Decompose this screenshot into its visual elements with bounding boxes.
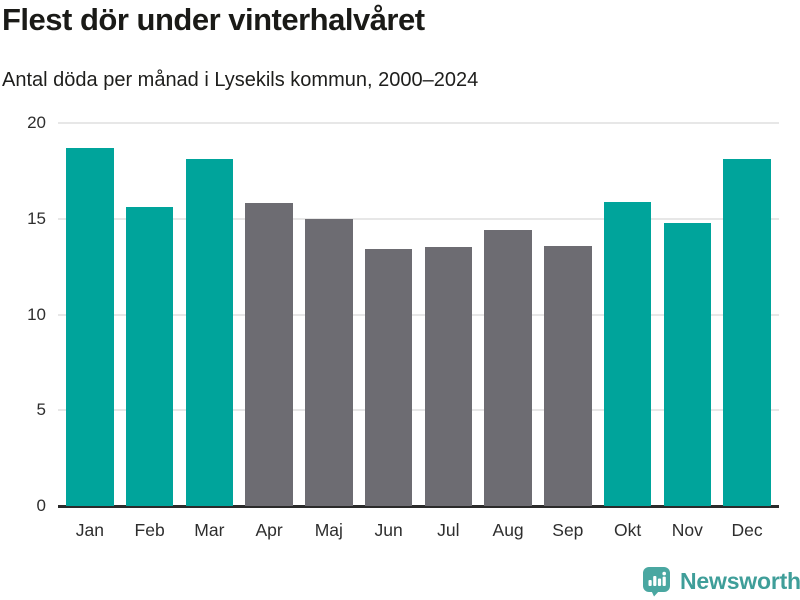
- chart-title: Flest dör under vinterhalvåret: [2, 2, 425, 37]
- x-tick-label-sep: Sep: [552, 520, 584, 540]
- gridline-y-10: [58, 314, 779, 316]
- x-tick-label-mar: Mar: [194, 520, 225, 540]
- x-tick-label-jun: Jun: [374, 520, 403, 540]
- x-tick-label-apr: Apr: [255, 520, 283, 540]
- gridline-y-5: [58, 409, 779, 411]
- x-tick-label-dec: Dec: [731, 520, 763, 540]
- bar-maj: [305, 218, 353, 506]
- x-tick-label-okt: Okt: [613, 520, 642, 540]
- bar-jan: [66, 147, 114, 506]
- bar-aug: [484, 230, 532, 506]
- bar-jul: [424, 247, 473, 506]
- x-tick-label-maj: Maj: [314, 520, 343, 540]
- bar-dec: [723, 159, 771, 506]
- bar-apr: [245, 203, 293, 506]
- bar-nov: [663, 222, 712, 506]
- y-tick-label-5: 5: [36, 400, 46, 419]
- y-tick-label-20: 20: [27, 113, 46, 132]
- gridline-y-20: [58, 122, 779, 124]
- newsworthy-logo: Newsworthy: [642, 566, 800, 597]
- x-tick-label-aug: Aug: [492, 520, 524, 540]
- bar-okt: [603, 201, 652, 506]
- x-tick-label-nov: Nov: [671, 520, 703, 540]
- bar-jun: [364, 249, 413, 506]
- newsworthy-logo-text: Newsworthy: [680, 568, 800, 594]
- bar-feb: [125, 207, 174, 506]
- bar-sep: [544, 245, 592, 506]
- x-tick-label-jan: Jan: [75, 520, 104, 540]
- bar-mar: [185, 159, 234, 506]
- y-tick-label-10: 10: [27, 305, 46, 324]
- y-tick-label-15: 15: [27, 209, 46, 228]
- gridline-y-15: [58, 218, 779, 220]
- x-axis-line: [58, 505, 779, 508]
- x-tick-label-feb: Feb: [134, 520, 165, 540]
- chart-subtitle: Antal döda per månad i Lysekils kommun, …: [2, 69, 479, 91]
- bar-chart-speech-bubble-icon: [642, 566, 672, 597]
- x-tick-label-jul: Jul: [437, 520, 460, 540]
- y-tick-label-0: 0: [36, 496, 46, 515]
